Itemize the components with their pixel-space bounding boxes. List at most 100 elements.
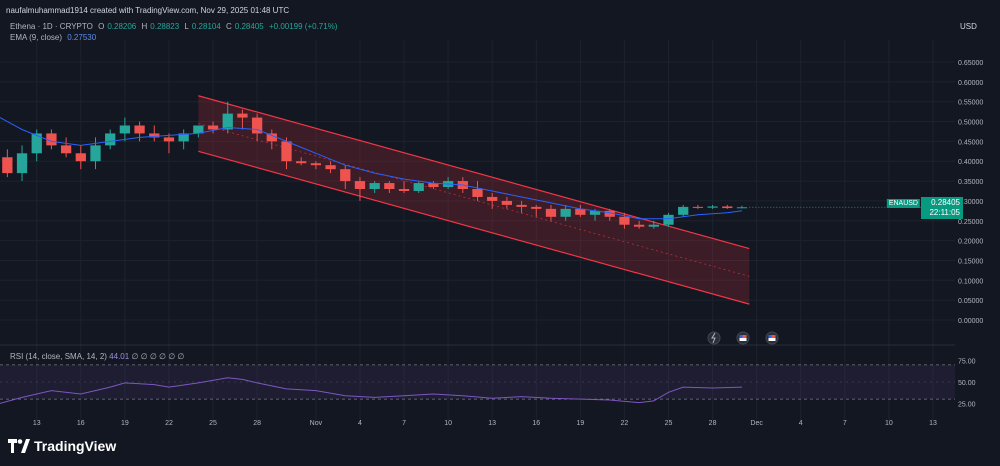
tradingview-logo[interactable]: TradingView: [8, 438, 116, 454]
last-price: 0.28405: [931, 198, 960, 207]
time-tick-label: 25: [209, 420, 217, 427]
price-tick-label: 0.55000: [958, 100, 983, 107]
channel-upper-line: [198, 95, 750, 250]
candle-body: [237, 113, 248, 118]
candle-body: [281, 141, 292, 162]
price-tick-label: 0.30000: [958, 199, 983, 206]
lightning-icon: [707, 331, 721, 345]
candle: [222, 101, 233, 134]
candle-body: [692, 206, 704, 208]
candle-body: [207, 125, 219, 130]
time-tick-label: 4: [799, 420, 803, 427]
candle-body: [604, 210, 615, 217]
time-tick-label: 13: [488, 420, 496, 427]
candle-body: [663, 214, 674, 225]
candle-body: [149, 133, 160, 138]
close-value: 0.28405: [234, 22, 264, 31]
time-tick-label: Dec: [750, 420, 763, 427]
candle: [472, 181, 483, 201]
high-label: H: [141, 22, 148, 31]
candle: [633, 220, 645, 229]
candle: [575, 204, 586, 217]
event-markers: [707, 331, 779, 345]
rsi-legend[interactable]: RSI (14, close, SMA, 14, 2) 44.01 ∅ ∅ ∅ …: [10, 352, 184, 361]
time-tick-label: 13: [33, 420, 41, 427]
candle-body: [472, 189, 483, 197]
ema-value: 0.27530: [67, 33, 97, 42]
ohlc-legend: Ethena · 1D · CRYPTO O 0.28206 H 0.28823 L…: [10, 22, 340, 31]
candle-body: [487, 196, 498, 201]
candle-body: [619, 216, 630, 225]
flag-stripe-white: [768, 338, 776, 341]
price-tick-label: 0.60000: [958, 80, 983, 87]
price-tick-label: 0.65000: [958, 60, 983, 67]
rsi-label: RSI (14, close, SMA, 14, 2): [10, 352, 107, 361]
rsi-line: [0, 377, 743, 404]
credit-line: naufalmuhammad1914 created with TradingV…: [6, 6, 290, 15]
price-axis[interactable]: 0.65000 0.60000 0.55000 0.50000 0.45000 0.400…: [958, 60, 983, 408]
candle-body: [575, 208, 586, 215]
time-tick-label: 7: [843, 420, 847, 427]
candle: [663, 212, 674, 227]
currency-label[interactable]: USD: [960, 22, 977, 31]
candle-body: [16, 153, 28, 174]
time-tick-label: 28: [709, 420, 717, 427]
candle-body: [266, 133, 277, 142]
candle: [105, 129, 116, 150]
candle-body: [413, 183, 424, 191]
candle: [545, 204, 557, 221]
candle: [354, 177, 366, 201]
candle-body: [736, 207, 748, 209]
candle: [134, 121, 145, 142]
candle-body: [310, 163, 322, 166]
bar-countdown: 22:11:05: [929, 208, 960, 217]
time-tick-label: 7: [402, 420, 406, 427]
candle: [560, 204, 571, 221]
time-tick-label: Nov: [310, 420, 323, 427]
candle: [722, 204, 733, 209]
descending-channel[interactable]: [198, 95, 750, 305]
open-label: O: [98, 22, 105, 31]
candle: [678, 204, 689, 217]
candle: [31, 129, 42, 162]
candle: [428, 181, 439, 190]
candle-body: [707, 206, 718, 208]
ema-legend[interactable]: EMA (9, close) 0.27530: [10, 33, 99, 42]
candle-body: [545, 208, 557, 217]
low-label: L: [184, 22, 189, 31]
candle-body: [296, 161, 307, 164]
time-tick-label: 22: [165, 420, 173, 427]
candle: [531, 204, 542, 217]
time-tick-label: 10: [885, 420, 893, 427]
rsi-tick-label: 75.00: [958, 359, 976, 366]
candle-body: [633, 224, 645, 227]
candle-body: [678, 206, 689, 215]
rsi-pane: [0, 364, 955, 404]
candle: [16, 145, 28, 182]
candle-body: [31, 133, 42, 154]
candle: [60, 137, 72, 158]
rsi-band-fill: [0, 364, 955, 400]
candle: [692, 204, 704, 209]
time-axis[interactable]: 13 16 19 22 25 28 Nov 4 7 10 13 16 19 22 25 28 Dec 4 7 10 13: [33, 420, 937, 427]
candle-body: [369, 183, 380, 190]
time-tick-label: 10: [444, 420, 452, 427]
candle-body: [428, 183, 439, 188]
rsi-value: 44.01: [109, 352, 130, 361]
symbol-title[interactable]: Ethena · 1D · CRYPTO: [10, 22, 93, 31]
candle: [163, 133, 175, 154]
price-tick-label: 0.35000: [958, 179, 983, 186]
candle: [296, 157, 307, 166]
rsi-tick-label: 25.00: [958, 401, 976, 408]
candle-body: [398, 189, 410, 191]
candle-body: [46, 133, 57, 146]
flag-canton: [768, 335, 772, 338]
last-price-tag: 0.28405 22:11:05: [921, 197, 963, 219]
symbol-price-tag: ENAUSD: [886, 199, 920, 208]
candle-body: [648, 224, 659, 227]
price-tick-label: 0.45000: [958, 139, 983, 146]
candle-body: [560, 208, 571, 217]
ema-label: EMA (9, close): [10, 33, 63, 42]
